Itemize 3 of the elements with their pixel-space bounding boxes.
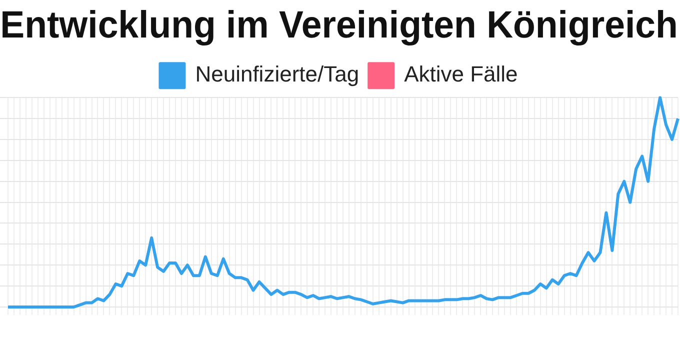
legend-label: Neuinfizierte/Tag — [195, 62, 360, 87]
chart-title: Entwicklung im Vereinigten Königreich — [0, 2, 678, 46]
legend-label: Aktive Fälle — [404, 62, 518, 87]
